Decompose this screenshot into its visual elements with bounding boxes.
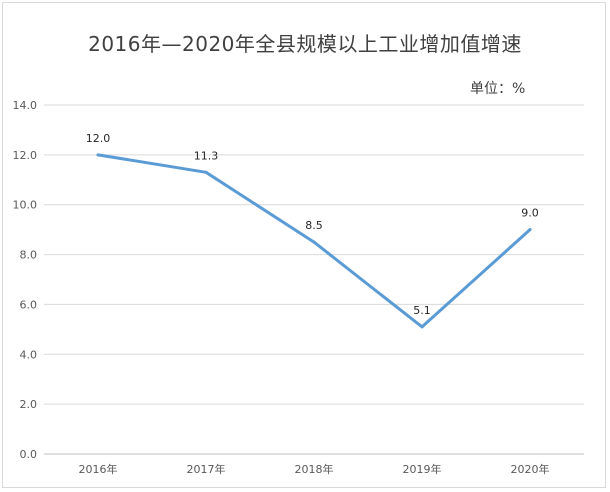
chart-title: 2016年—2020年全县规模以上工业增加值增速 [88, 32, 522, 56]
data-label: 8.5 [305, 219, 323, 232]
y-axis-ticks: 0.0 2.0 4.0 6.0 8.0 10.0 12.0 14.0 [13, 99, 38, 461]
unit-label: 单位：% [470, 81, 526, 97]
chart-frame [2, 2, 606, 488]
data-label: 12.0 [86, 132, 111, 145]
y-tick-label: 4.0 [20, 348, 38, 361]
series-line [96, 153, 532, 329]
y-tick-label: 0.0 [20, 448, 38, 461]
x-tick-label: 2017年 [187, 462, 226, 476]
y-tick-label: 10.0 [13, 199, 38, 212]
x-tick-label: 2018年 [295, 462, 334, 476]
data-label: 9.0 [521, 207, 539, 220]
x-tick-label: 2016年 [79, 462, 118, 476]
y-tick-label: 6.0 [20, 298, 38, 311]
data-labels: 12.0 11.3 8.5 5.1 9.0 [86, 132, 539, 317]
data-point [96, 153, 100, 157]
x-tick-label: 2019年 [403, 462, 442, 476]
data-point [420, 325, 424, 329]
y-tick-label: 12.0 [13, 149, 38, 162]
data-label: 5.1 [413, 304, 431, 317]
x-tick-label: 2020年 [511, 462, 550, 476]
x-axis-ticks: 2016年 2017年 2018年 2019年 2020年 [79, 462, 550, 476]
gridlines [44, 104, 584, 455]
y-tick-label: 2.0 [20, 398, 38, 411]
data-point [528, 228, 532, 232]
data-point [204, 170, 208, 174]
y-tick-label: 8.0 [20, 249, 38, 262]
data-label: 11.3 [194, 149, 219, 162]
y-tick-label: 14.0 [13, 99, 38, 112]
data-point [312, 240, 316, 244]
